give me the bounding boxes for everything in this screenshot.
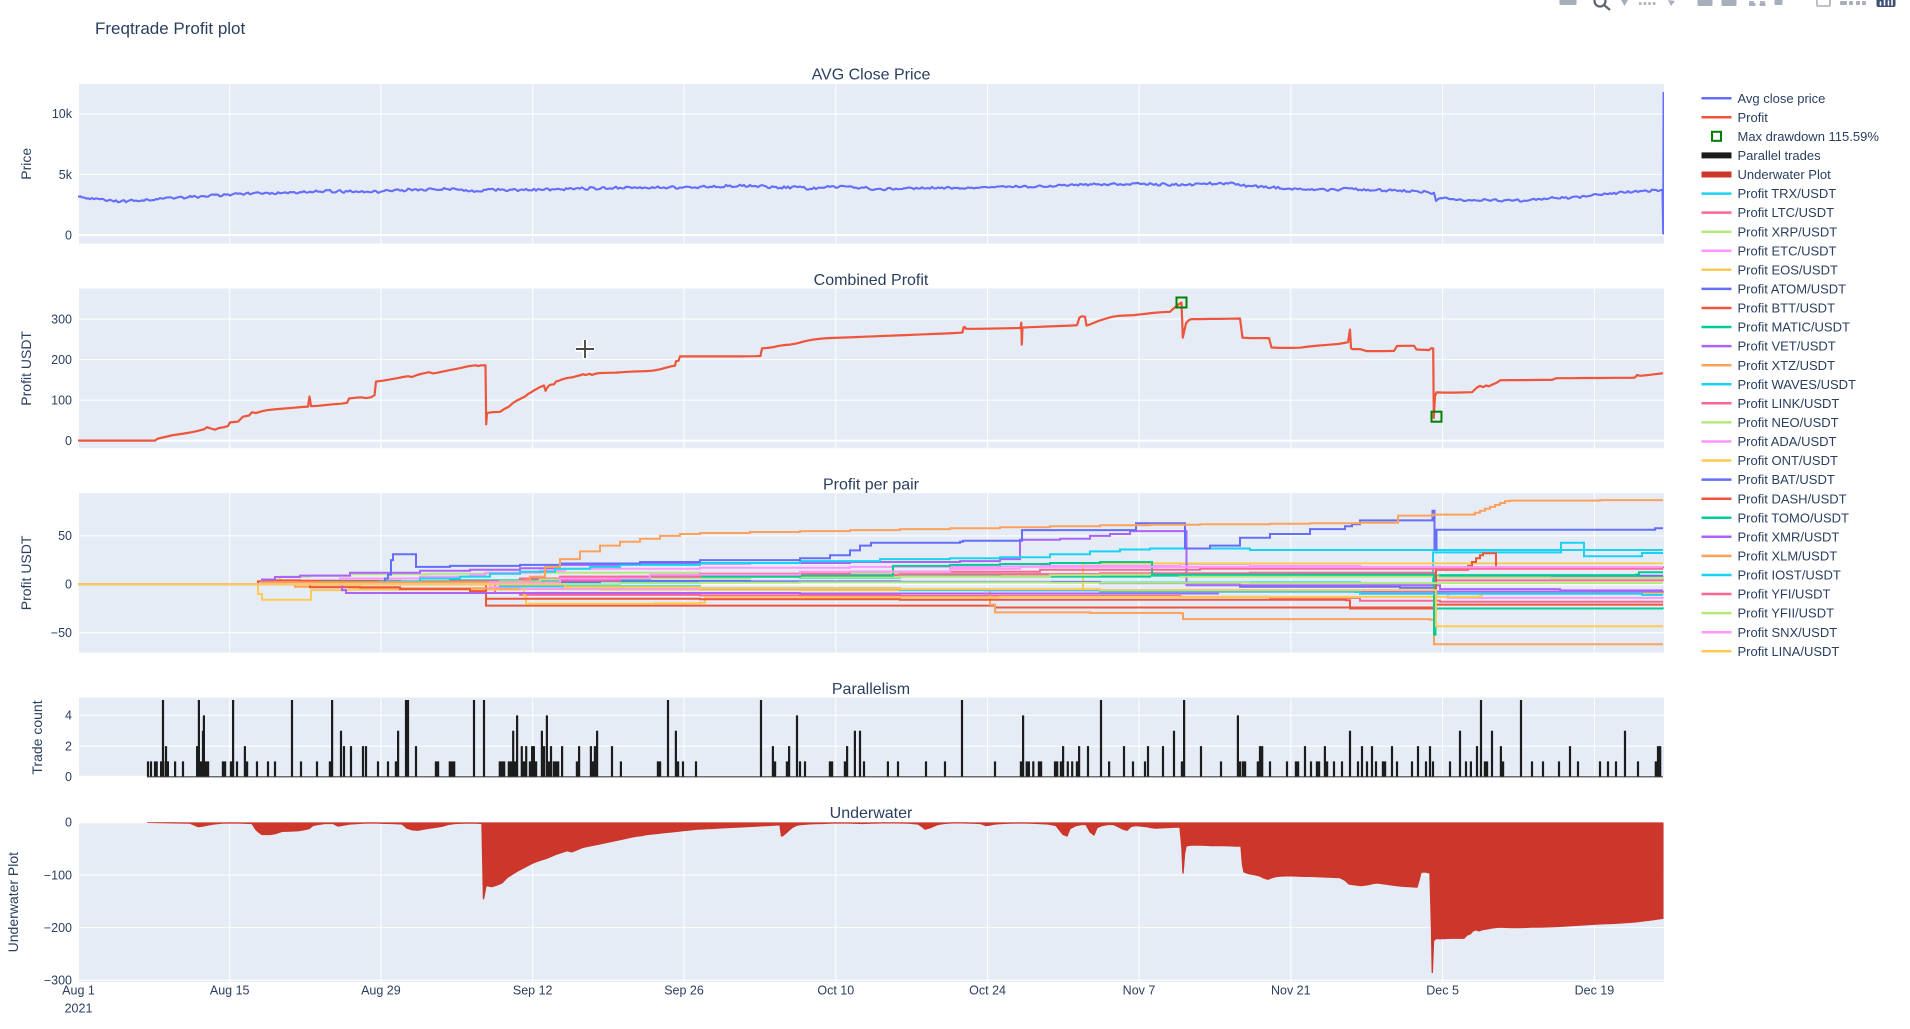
svg-text:AVG Close Price: AVG Close Price [812,67,931,84]
svg-text:Profit USDT: Profit USDT [18,535,34,610]
svg-text:Profit WAVES/USDT: Profit WAVES/USDT [1738,377,1857,392]
svg-text:200: 200 [51,353,72,367]
svg-text:Profit XRP/USDT: Profit XRP/USDT [1738,224,1838,239]
svg-text:4: 4 [65,709,72,723]
svg-text:Profit XLM/USDT: Profit XLM/USDT [1738,549,1838,564]
svg-text:Nov 7: Nov 7 [1123,984,1156,998]
svg-text:0: 0 [65,228,72,242]
svg-text:Underwater Plot: Underwater Plot [5,852,21,952]
svg-text:50: 50 [58,529,72,543]
svg-text:Dec 19: Dec 19 [1575,984,1615,998]
svg-text:Profit YFII/USDT: Profit YFII/USDT [1738,606,1835,621]
svg-text:Freqtrade Profit plot: Freqtrade Profit plot [95,19,246,38]
svg-text:−300: −300 [44,974,72,988]
svg-text:Parallelism: Parallelism [832,681,910,698]
svg-text:−200: −200 [44,921,72,935]
svg-text:10k: 10k [52,107,73,121]
svg-text:−50: −50 [51,626,72,640]
svg-text:Sep 26: Sep 26 [664,984,704,998]
svg-text:Profit LINK/USDT: Profit LINK/USDT [1738,396,1840,411]
svg-text:2: 2 [65,739,72,753]
svg-text:Underwater: Underwater [830,805,913,822]
svg-text:Avg close price: Avg close price [1738,91,1826,106]
svg-text:Aug 1: Aug 1 [62,984,95,998]
svg-text:Profit TRX/USDT: Profit TRX/USDT [1738,186,1837,201]
svg-text:Max drawdown 115.59%: Max drawdown 115.59% [1738,129,1880,144]
svg-text:Trade count: Trade count [29,700,45,774]
svg-text:Parallel trades: Parallel trades [1738,148,1822,163]
svg-text:Profit IOST/USDT: Profit IOST/USDT [1738,568,1841,583]
svg-text:Nov 21: Nov 21 [1271,984,1311,998]
svg-text:Aug 15: Aug 15 [210,984,250,998]
svg-text:0: 0 [65,816,72,830]
svg-text:Profit MATIC/USDT: Profit MATIC/USDT [1738,320,1850,335]
svg-text:Price: Price [18,148,34,180]
svg-text:Oct 24: Oct 24 [969,984,1006,998]
svg-text:0: 0 [65,578,72,592]
svg-text:Profit XTZ/USDT: Profit XTZ/USDT [1738,358,1836,373]
svg-text:0: 0 [65,434,72,448]
svg-text:Profit SNX/USDT: Profit SNX/USDT [1738,625,1838,640]
svg-text:Profit ETC/USDT: Profit ETC/USDT [1738,243,1837,258]
svg-text:Profit BAT/USDT: Profit BAT/USDT [1738,472,1835,487]
svg-text:Profit VET/USDT: Profit VET/USDT [1738,339,1836,354]
svg-text:Profit LINA/USDT: Profit LINA/USDT [1738,644,1840,659]
svg-text:Dec 5: Dec 5 [1426,984,1459,998]
svg-text:Profit per pair: Profit per pair [823,477,920,494]
svg-text:Oct 10: Oct 10 [817,984,854,998]
svg-text:100: 100 [51,393,72,407]
svg-text:Profit: Profit [1738,110,1769,125]
svg-text:Profit ONT/USDT: Profit ONT/USDT [1738,453,1838,468]
svg-text:Profit ATOM/USDT: Profit ATOM/USDT [1738,282,1847,297]
svg-text:Profit LTC/USDT: Profit LTC/USDT [1738,205,1835,220]
svg-text:Profit XMR/USDT: Profit XMR/USDT [1738,529,1840,544]
svg-text:300: 300 [51,312,72,326]
svg-text:Profit TOMO/USDT: Profit TOMO/USDT [1738,510,1850,525]
svg-text:Profit DASH/USDT: Profit DASH/USDT [1738,491,1847,506]
svg-text:Combined Profit: Combined Profit [814,272,929,289]
svg-text:0: 0 [65,770,72,784]
svg-text:Profit NEO/USDT: Profit NEO/USDT [1738,415,1839,430]
svg-text:Profit YFI/USDT: Profit YFI/USDT [1738,587,1831,602]
svg-text:Profit EOS/USDT: Profit EOS/USDT [1738,262,1838,277]
svg-text:Sep 12: Sep 12 [513,984,553,998]
svg-text:Aug 29: Aug 29 [361,984,401,998]
svg-text:−100: −100 [44,868,72,882]
svg-text:Profit BTT/USDT: Profit BTT/USDT [1738,301,1836,316]
svg-text:5k: 5k [59,168,73,182]
svg-text:2021: 2021 [65,1002,93,1016]
svg-text:Profit ADA/USDT: Profit ADA/USDT [1738,434,1837,449]
svg-text:Underwater Plot: Underwater Plot [1738,167,1832,182]
svg-text:Profit USDT: Profit USDT [18,331,34,406]
